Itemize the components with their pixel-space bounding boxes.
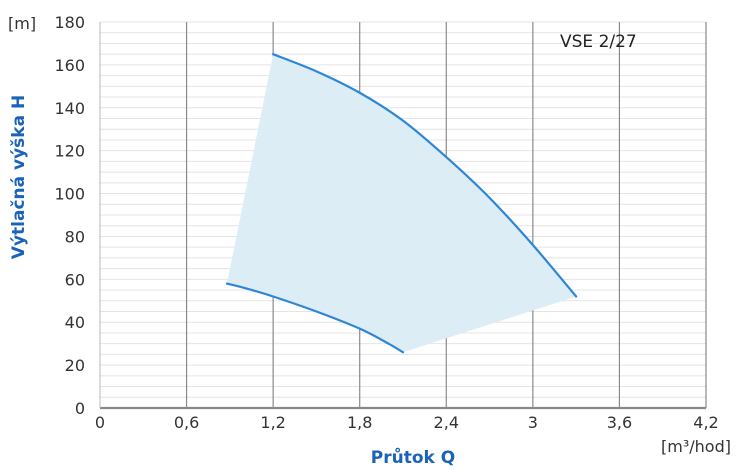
y-tick-label: 60 — [65, 270, 85, 289]
x-tick-label: 3,6 — [607, 413, 632, 432]
y-tick-labels: 0 20 40 60 80 100 120 140 160 180 — [54, 13, 85, 418]
x-tick-labels: 0 0,6 1,2 1,8 2,4 3 3,6 4,2 — [95, 413, 719, 432]
x-tick-label: 2,4 — [434, 413, 459, 432]
x-tick-label: 0,6 — [174, 413, 199, 432]
chart-title: VSE 2/27 — [560, 32, 637, 52]
y-unit-label: [m] — [8, 14, 36, 33]
y-tick-label: 120 — [54, 142, 85, 161]
y-tick-label: 100 — [54, 185, 85, 204]
y-tick-label: 140 — [54, 99, 85, 118]
y-tick-label: 180 — [54, 13, 85, 32]
performance-curves — [225, 53, 578, 354]
axes — [99, 22, 706, 410]
x-tick-label: 1,8 — [347, 413, 372, 432]
x-tick-label: 4,2 — [693, 413, 718, 432]
upper-curve-line — [272, 53, 578, 298]
x-tick-label: 0 — [95, 413, 105, 432]
y-tick-label: 80 — [65, 227, 85, 246]
x-tick-label: 1,2 — [260, 413, 285, 432]
x-unit-label: [m³/hod] — [661, 437, 731, 456]
y-tick-label: 0 — [75, 399, 85, 418]
y-tick-label: 160 — [54, 56, 85, 75]
lower-curve-line — [225, 282, 405, 354]
y-axis-title: Výtlačná výška H — [9, 95, 29, 259]
y-tick-label: 20 — [65, 356, 85, 375]
x-tick-label: 3 — [528, 413, 538, 432]
operating-region-fill — [226, 54, 577, 353]
x-axis-title: Průtok Q — [371, 446, 455, 468]
operating-region — [226, 54, 577, 353]
y-tick-label: 40 — [65, 313, 85, 332]
